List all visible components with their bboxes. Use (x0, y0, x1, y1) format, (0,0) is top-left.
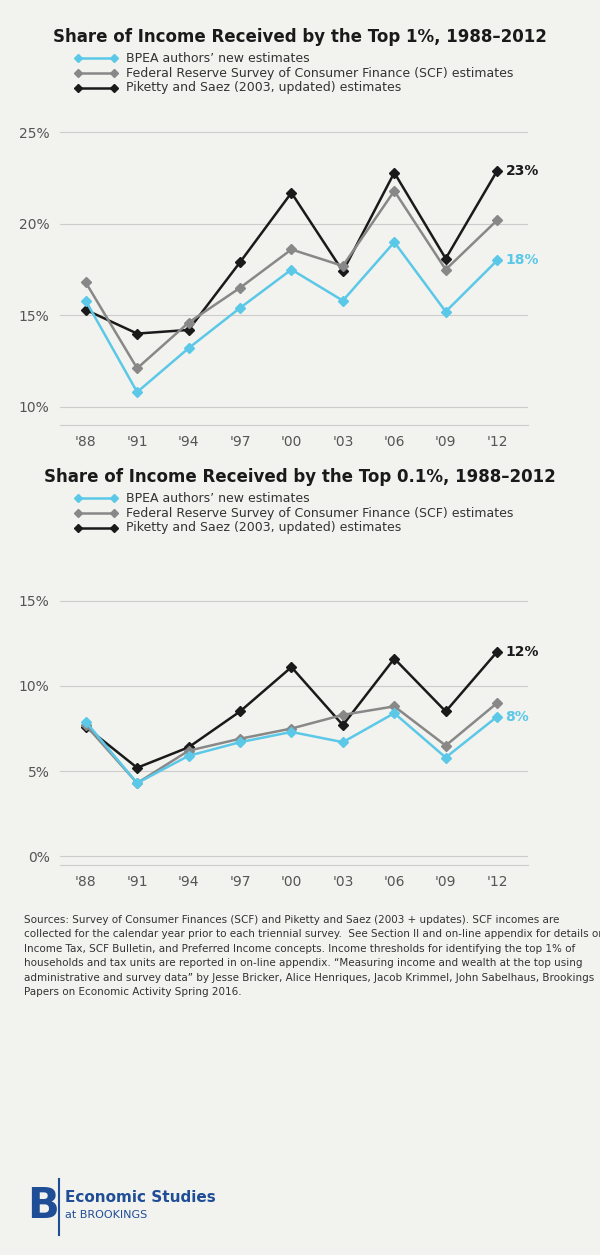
Text: BPEA authors’ new estimates: BPEA authors’ new estimates (126, 51, 310, 64)
Text: 8%: 8% (505, 709, 529, 724)
Text: 23%: 23% (505, 164, 539, 178)
Text: at BROOKINGS: at BROOKINGS (65, 1210, 147, 1220)
Text: BPEA authors’ new estimates: BPEA authors’ new estimates (126, 492, 310, 505)
Text: B: B (27, 1185, 59, 1227)
Text: Economic Studies: Economic Studies (65, 1190, 215, 1205)
Text: 12%: 12% (505, 645, 539, 659)
Text: Piketty and Saez (2003, updated) estimates: Piketty and Saez (2003, updated) estimat… (126, 82, 401, 94)
Text: Share of Income Received by the Top 0.1%, 1988–2012: Share of Income Received by the Top 0.1%… (44, 468, 556, 486)
Text: Federal Reserve Survey of Consumer Finance (SCF) estimates: Federal Reserve Survey of Consumer Finan… (126, 67, 514, 79)
Text: Piketty and Saez (2003, updated) estimates: Piketty and Saez (2003, updated) estimat… (126, 522, 401, 535)
Text: Share of Income Received by the Top 1%, 1988–2012: Share of Income Received by the Top 1%, … (53, 28, 547, 46)
Text: Sources: Survey of Consumer Finances (SCF) and Piketty and Saez (2003 + updates): Sources: Survey of Consumer Finances (SC… (24, 915, 600, 996)
Text: 18%: 18% (505, 254, 539, 267)
Text: Federal Reserve Survey of Consumer Finance (SCF) estimates: Federal Reserve Survey of Consumer Finan… (126, 507, 514, 520)
